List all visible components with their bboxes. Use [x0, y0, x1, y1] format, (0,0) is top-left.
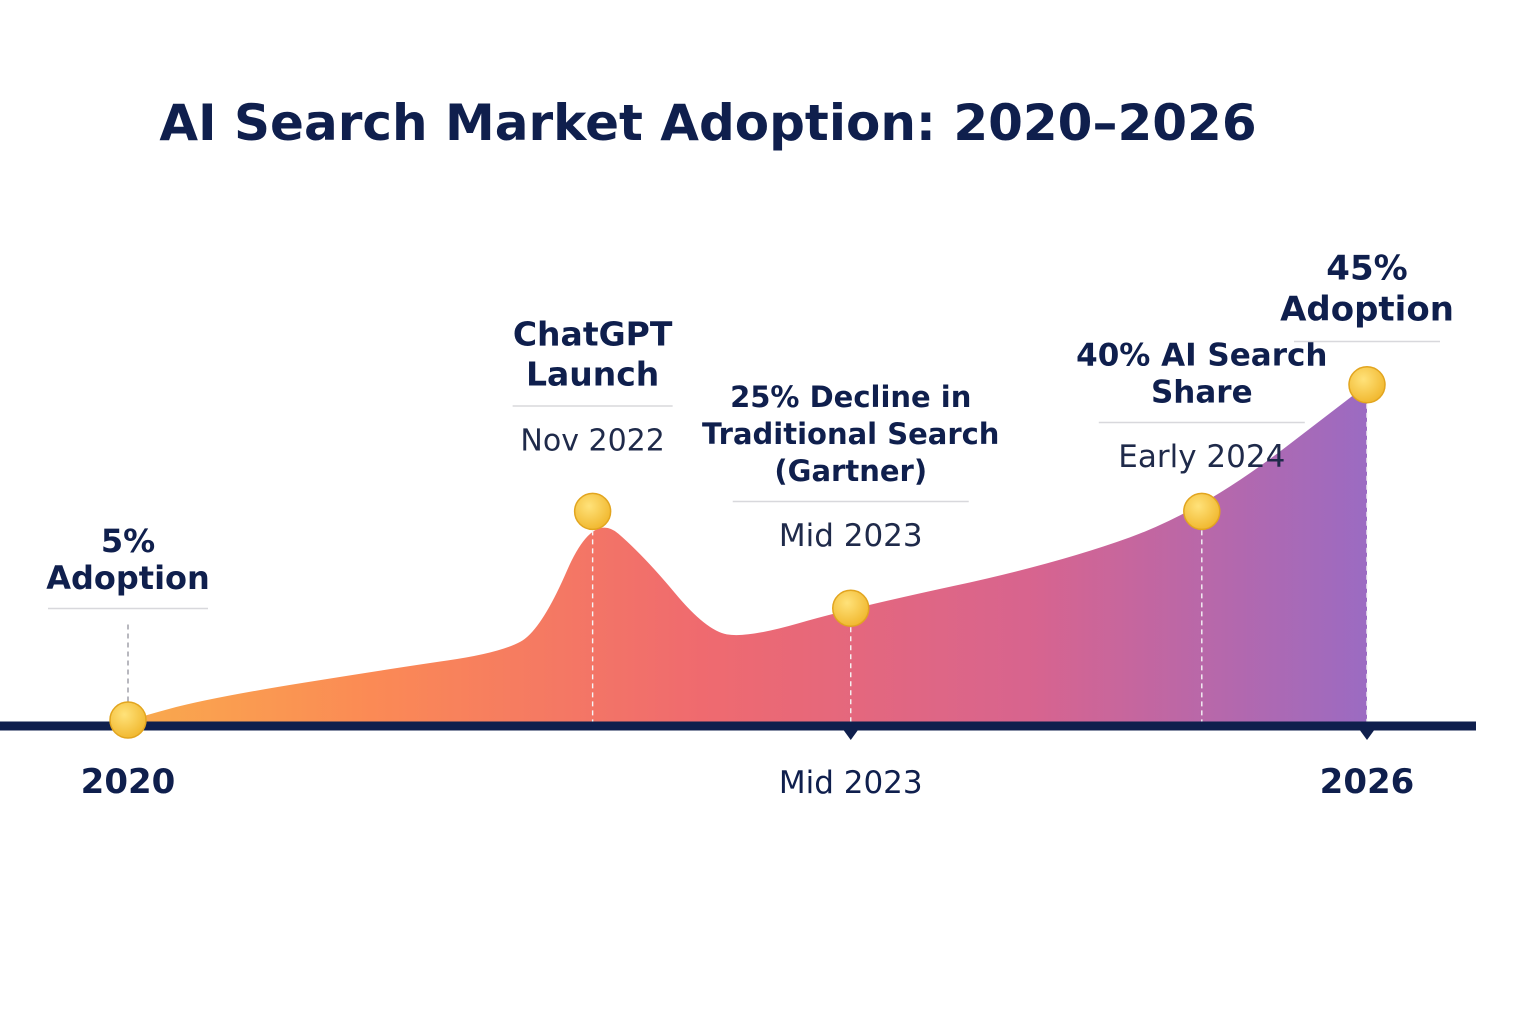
guide-layer — [127, 394, 1368, 722]
annotation-label-line: Traditional Search — [702, 417, 999, 451]
annotation-date: Nov 2022 — [520, 424, 664, 459]
annotation-marker-start — [109, 701, 147, 739]
marker-layer — [109, 366, 1386, 739]
annotation-marker-share — [1183, 492, 1221, 531]
x-tick-label: 2020 — [81, 762, 176, 802]
x-tick-label: 2026 — [1320, 762, 1415, 802]
annotation-label-line: Share — [1151, 375, 1253, 411]
annotation-marker-chatgpt — [573, 492, 612, 531]
annotation-label-line: 40% AI Search — [1076, 338, 1327, 374]
annotation-label-line: Launch — [526, 355, 659, 394]
annotation-label-line: Adoption — [1280, 290, 1454, 330]
annotation-label-line: (Gartner) — [774, 454, 927, 488]
x-tick-mark — [842, 729, 859, 740]
annotation-label-line: Adoption — [46, 559, 210, 597]
annotation-end: 45%Adoption — [1280, 249, 1454, 343]
annotation-label-line: 45% — [1326, 249, 1407, 289]
x-tick-label: Mid 2023 — [779, 765, 923, 801]
annotation-marker-end — [1348, 366, 1386, 404]
annotation-marker-decline — [832, 589, 870, 627]
x-tick-mark — [1359, 729, 1375, 740]
axis-layer: 2020 Mid 2023 2026 — [0, 721, 1476, 802]
adoption-area — [40, 384, 1367, 722]
annotation-label-line: 25% Decline in — [730, 380, 971, 414]
chart-title: AI Search Market Adoption: 2020–2026 — [159, 94, 1256, 152]
annotation-date: Early 2024 — [1118, 439, 1285, 475]
annotation-label-line: ChatGPT — [513, 315, 673, 354]
area-layer — [40, 384, 1367, 722]
annotation-start: 5%Adoption — [46, 522, 210, 610]
annotation-date: Mid 2023 — [779, 518, 923, 554]
annotation-label-line: 5% — [101, 522, 155, 560]
